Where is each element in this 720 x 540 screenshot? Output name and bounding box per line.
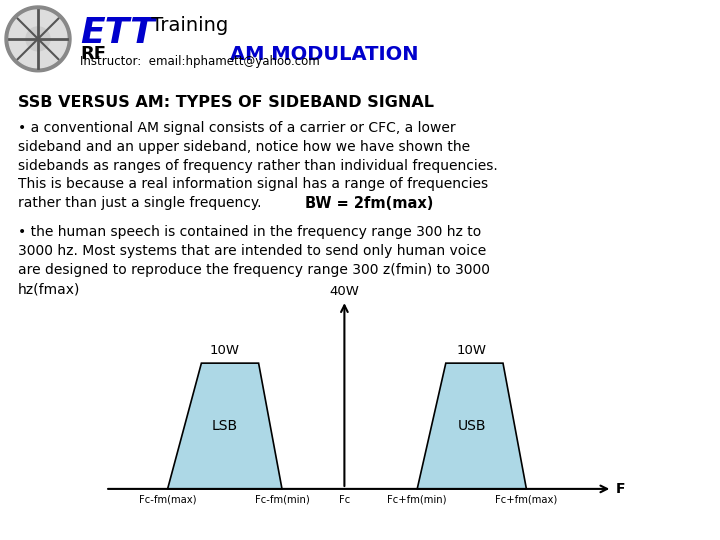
Text: are designed to reproduce the frequency range 300 z(fmin) to 3000: are designed to reproduce the frequency … (18, 264, 490, 278)
Text: 40W: 40W (330, 285, 359, 298)
Text: 3000 hz. Most systems that are intended to send only human voice: 3000 hz. Most systems that are intended … (18, 245, 486, 259)
Text: hz(fmax): hz(fmax) (18, 282, 81, 296)
Polygon shape (9, 10, 67, 68)
Polygon shape (168, 363, 282, 489)
Text: sidebands as ranges of frequency rather than individual frequencies.: sidebands as ranges of frequency rather … (18, 159, 498, 172)
Text: sideband and an upper sideband, notice how we have shown the: sideband and an upper sideband, notice h… (18, 139, 470, 153)
Text: This is because a real information signal has a range of frequencies: This is because a real information signa… (18, 178, 488, 192)
Text: USB: USB (457, 419, 486, 433)
Text: SSB VERSUS AM: TYPES OF SIDEBAND SIGNAL: SSB VERSUS AM: TYPES OF SIDEBAND SIGNAL (18, 94, 434, 110)
Text: • a conventional AM signal consists of a carrier or CFC, a lower: • a conventional AM signal consists of a… (18, 120, 456, 134)
Text: 10W: 10W (210, 344, 240, 357)
Text: Fc-fm(min): Fc-fm(min) (255, 495, 310, 505)
Text: Fc: Fc (339, 495, 350, 505)
Polygon shape (417, 363, 526, 489)
Text: F: F (616, 482, 626, 496)
Text: AM MODULATION: AM MODULATION (230, 45, 418, 64)
Text: ETT: ETT (80, 16, 155, 50)
Text: Fc-fm(max): Fc-fm(max) (139, 495, 197, 505)
Text: 10W: 10W (456, 344, 487, 357)
Text: RF: RF (80, 45, 106, 63)
Text: • the human speech is contained in the frequency range 300 hz to: • the human speech is contained in the f… (18, 225, 481, 239)
Text: Training: Training (145, 16, 228, 35)
Text: LSB: LSB (212, 419, 238, 433)
Text: rather than just a single frequency.: rather than just a single frequency. (18, 197, 288, 211)
Text: BW = 2fm(max): BW = 2fm(max) (305, 197, 433, 212)
Polygon shape (26, 27, 50, 51)
Polygon shape (5, 6, 71, 72)
Text: Instructor:  email:hphamett@yahoo.com: Instructor: email:hphamett@yahoo.com (80, 55, 320, 68)
Text: Fc+fm(max): Fc+fm(max) (495, 495, 557, 505)
Text: Fc+fm(min): Fc+fm(min) (387, 495, 447, 505)
